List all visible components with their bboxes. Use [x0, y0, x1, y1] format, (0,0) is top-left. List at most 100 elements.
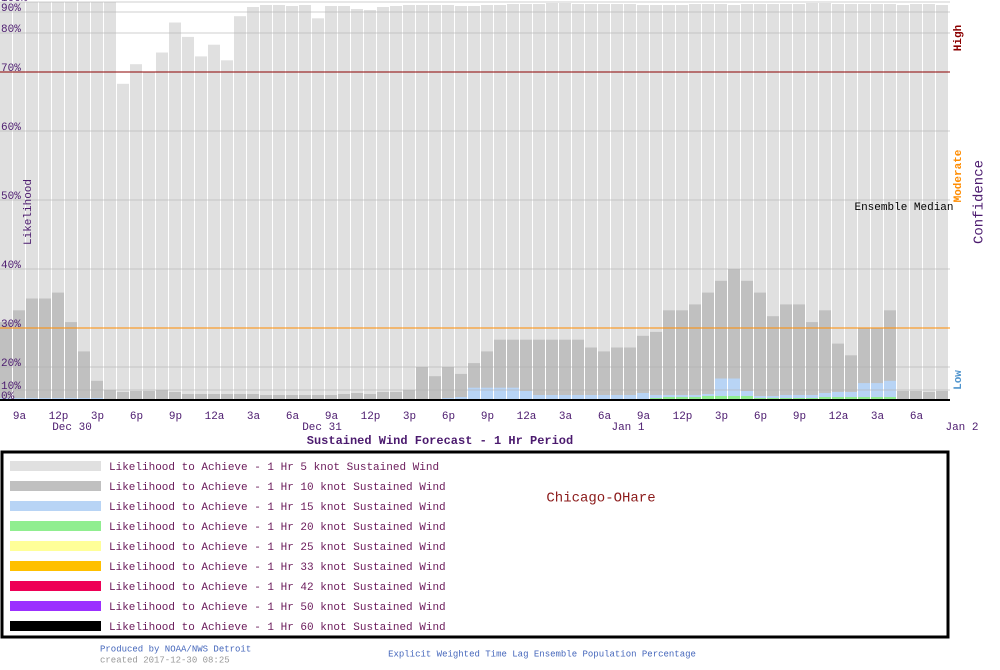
x-tick-label: 12p [49, 411, 69, 423]
bar [741, 396, 753, 400]
x-tick-label: 6p [754, 411, 767, 423]
bar [585, 347, 597, 400]
bar [637, 335, 649, 400]
bar [104, 390, 116, 400]
legend-swatch [10, 541, 101, 551]
x-tick-label: 9p [481, 411, 494, 423]
bar [572, 395, 584, 400]
bar [689, 397, 701, 400]
bar [546, 339, 558, 400]
bar [897, 391, 909, 400]
bar [663, 5, 675, 400]
bar [338, 6, 350, 400]
bar [559, 3, 571, 400]
bar [507, 4, 519, 400]
bar [364, 10, 376, 400]
legend-swatch [10, 581, 101, 591]
bar [598, 395, 610, 400]
bar [351, 393, 363, 400]
bar [728, 396, 740, 400]
bar [845, 392, 857, 400]
bar [923, 392, 935, 400]
bar [663, 397, 675, 400]
bar [767, 4, 779, 400]
legend-swatch [10, 461, 101, 471]
bar [845, 355, 857, 400]
bar [338, 394, 350, 400]
bar [208, 394, 220, 400]
bar [325, 6, 337, 400]
bar [247, 7, 259, 400]
x-tick-label: 3p [715, 411, 728, 423]
created-date: created 2017-12-30 08:25 [100, 655, 230, 665]
bar [468, 387, 480, 400]
bar [546, 3, 558, 400]
bar [195, 394, 207, 400]
bar [429, 5, 441, 400]
bar [13, 2, 25, 400]
legend-swatch [10, 621, 101, 631]
bar [858, 397, 870, 400]
date-label: Dec 31 [302, 422, 342, 434]
bar [286, 6, 298, 400]
bar [637, 393, 649, 400]
bar [585, 395, 597, 400]
bar [832, 392, 844, 400]
y-tick-label: 30% [1, 319, 21, 331]
bar [195, 56, 207, 401]
bar [806, 322, 818, 400]
bar [0, 2, 12, 400]
bar [520, 391, 532, 400]
legend-box [0, 450, 950, 639]
bar [689, 4, 701, 400]
bar [598, 351, 610, 400]
bar [377, 7, 389, 400]
bar [780, 395, 792, 400]
bar [611, 347, 623, 400]
bar [936, 5, 948, 400]
chart-title: Sustained Wind Forecast - 1 Hr Period [307, 434, 573, 448]
confidence-level-label: Moderate [953, 149, 965, 202]
plot-area: 0%10%20%30%40%50%60%70%80%90%100%HighMod… [0, 0, 965, 403]
bar [455, 397, 467, 400]
bar [481, 387, 493, 400]
bar [650, 395, 662, 400]
bar [715, 396, 727, 400]
bar [494, 339, 506, 400]
bar [533, 395, 545, 400]
bar [299, 395, 311, 400]
bar [806, 3, 818, 400]
bar [260, 395, 272, 400]
y-axis-label: Likelihood [23, 179, 35, 245]
bar [728, 378, 740, 400]
x-tick-label: 6a [598, 411, 612, 423]
bar [910, 391, 922, 400]
bar [247, 394, 259, 400]
bar [507, 339, 519, 400]
x-tick-label: 3a [247, 411, 261, 423]
bar [0, 322, 12, 400]
bar [832, 397, 844, 400]
bar [221, 394, 233, 400]
legend-swatch [10, 561, 101, 571]
bar [884, 310, 896, 400]
bar [442, 5, 454, 400]
bar [663, 310, 675, 400]
bar [936, 391, 948, 400]
bar [650, 331, 662, 400]
footer-note: Explicit Weighted Time Lag Ensemble Popu… [388, 649, 696, 659]
x-tick-label: 9p [793, 411, 806, 423]
bar [650, 5, 662, 400]
bar [312, 395, 324, 400]
y-tick-label: 60% [1, 122, 21, 134]
bar [715, 280, 727, 400]
bar [793, 4, 805, 400]
bar [377, 392, 389, 400]
bar [832, 4, 844, 400]
bar [442, 367, 454, 400]
bar [780, 4, 792, 400]
x-tick-label: 6p [130, 411, 143, 423]
bar [611, 395, 623, 400]
bar [507, 387, 519, 400]
x-tick-label: 12p [673, 411, 693, 423]
